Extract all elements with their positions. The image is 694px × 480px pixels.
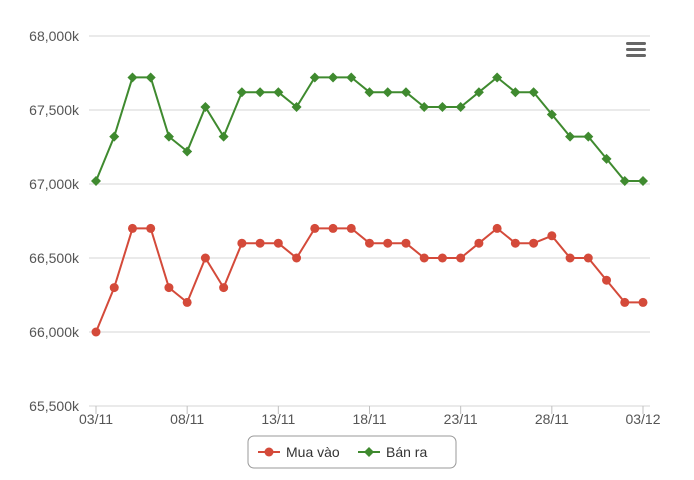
data-point[interactable] (638, 176, 648, 187)
data-point[interactable] (473, 87, 484, 98)
data-point[interactable] (146, 223, 156, 233)
legend-item-mua-vao[interactable]: Mua vào (258, 444, 340, 460)
data-point[interactable] (583, 253, 593, 263)
data-point[interactable] (400, 87, 411, 98)
data-point[interactable] (346, 223, 356, 233)
x-tick-label: 18/11 (353, 411, 387, 427)
legend-box (247, 435, 457, 469)
data-point[interactable] (437, 102, 448, 113)
data-point[interactable] (365, 238, 374, 248)
grid-layer (89, 35, 650, 407)
legend: Mua vào Bán ra (247, 435, 457, 469)
data-point[interactable] (182, 297, 192, 307)
data-point[interactable] (328, 72, 339, 83)
legend-marker (364, 447, 374, 457)
data-point[interactable] (200, 253, 210, 263)
data-point[interactable] (528, 87, 539, 98)
y-tick-label: 68,000k (29, 28, 80, 44)
data-point[interactable] (255, 87, 266, 98)
data-point[interactable] (382, 87, 393, 98)
data-point[interactable] (565, 253, 575, 263)
y-tick-label: 66,500k (29, 250, 80, 266)
data-point[interactable] (437, 253, 447, 263)
data-point[interactable] (310, 223, 320, 233)
series-layer (91, 72, 648, 337)
data-point[interactable] (91, 176, 101, 187)
legend-label: Mua vào (286, 444, 340, 460)
data-point[interactable] (510, 87, 521, 98)
data-point[interactable] (419, 253, 429, 263)
data-point[interactable] (546, 109, 557, 120)
data-point[interactable] (547, 231, 557, 241)
x-tick-label: 03/12 (625, 411, 660, 427)
series-ban-ra (91, 72, 648, 187)
x-tick-label: 28/11 (535, 411, 569, 427)
data-point[interactable] (565, 131, 576, 142)
data-point[interactable] (620, 297, 630, 307)
data-point[interactable] (456, 253, 466, 263)
legend-label: Bán ra (386, 444, 427, 460)
data-point[interactable] (510, 238, 520, 248)
axis-layer: 65,500k 66,000k 66,500k 67,000k 67,500k 68,00… (29, 28, 661, 427)
data-point[interactable] (492, 72, 503, 83)
data-point[interactable] (200, 102, 211, 113)
data-point[interactable] (91, 327, 101, 337)
data-point[interactable] (455, 102, 466, 113)
data-point[interactable] (127, 72, 138, 83)
data-point[interactable] (255, 238, 265, 248)
series-mua-vao (91, 223, 648, 337)
data-point[interactable] (601, 153, 612, 164)
data-point[interactable] (163, 131, 174, 142)
data-point[interactable] (529, 238, 539, 248)
y-tick-label: 67,500k (29, 102, 80, 118)
x-tick-label: 08/11 (170, 411, 204, 427)
data-point[interactable] (401, 238, 411, 248)
data-point[interactable] (145, 72, 156, 83)
x-tick-label: 23/11 (444, 411, 478, 427)
data-point[interactable] (218, 131, 229, 142)
data-point[interactable] (383, 238, 393, 248)
data-point[interactable] (602, 275, 612, 285)
chart-menu-button[interactable] (622, 38, 650, 64)
x-tick-label: 13/11 (261, 411, 295, 427)
data-point[interactable] (164, 283, 174, 293)
y-tick-label: 67,000k (29, 176, 80, 192)
data-point[interactable] (583, 131, 594, 142)
data-point[interactable] (237, 238, 247, 248)
data-point[interactable] (182, 146, 193, 157)
data-point[interactable] (309, 72, 320, 83)
data-point[interactable] (619, 176, 630, 187)
x-tick-label: 03/11 (79, 411, 113, 427)
hamburger-menu-icon (626, 42, 646, 57)
data-point[interactable] (474, 238, 484, 248)
data-point[interactable] (236, 87, 247, 98)
data-point[interactable] (109, 131, 120, 142)
data-point[interactable] (219, 283, 229, 293)
legend-marker (264, 447, 274, 457)
y-tick-label: 65,500k (29, 398, 80, 414)
data-point[interactable] (364, 87, 375, 98)
data-point[interactable] (328, 223, 338, 233)
data-point[interactable] (109, 283, 119, 293)
data-point[interactable] (346, 72, 357, 83)
data-point[interactable] (273, 238, 283, 248)
data-point[interactable] (127, 223, 137, 233)
data-point[interactable] (638, 297, 648, 307)
legend-item-ban-ra[interactable]: Bán ra (358, 444, 427, 460)
data-point[interactable] (419, 102, 430, 113)
data-point[interactable] (273, 87, 284, 98)
y-tick-label: 66,000k (29, 324, 80, 340)
data-point[interactable] (492, 223, 502, 233)
data-point[interactable] (291, 102, 302, 113)
data-point[interactable] (292, 253, 302, 263)
